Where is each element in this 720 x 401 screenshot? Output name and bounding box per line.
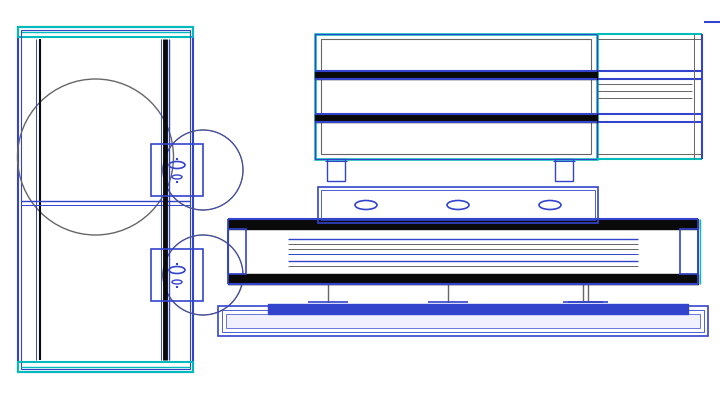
Bar [228,219,698,229]
Bar [315,35,597,160]
Bar [327,160,345,182]
Bar [226,314,700,328]
Bar [315,72,597,80]
Bar [321,40,591,155]
Bar [315,35,597,160]
Bar [268,304,688,314]
Bar [18,28,193,38]
Bar [228,229,246,274]
Bar [555,160,573,182]
Bar [18,362,193,372]
Bar [321,190,595,221]
Bar [218,306,708,336]
Bar [21,31,190,369]
Bar [228,274,698,284]
Bar [318,188,598,223]
Bar [315,115,597,123]
Bar [680,229,698,274]
Bar [222,310,704,332]
Bar [151,145,203,196]
Bar [18,28,193,372]
Bar [228,219,698,284]
Bar [151,249,203,301]
